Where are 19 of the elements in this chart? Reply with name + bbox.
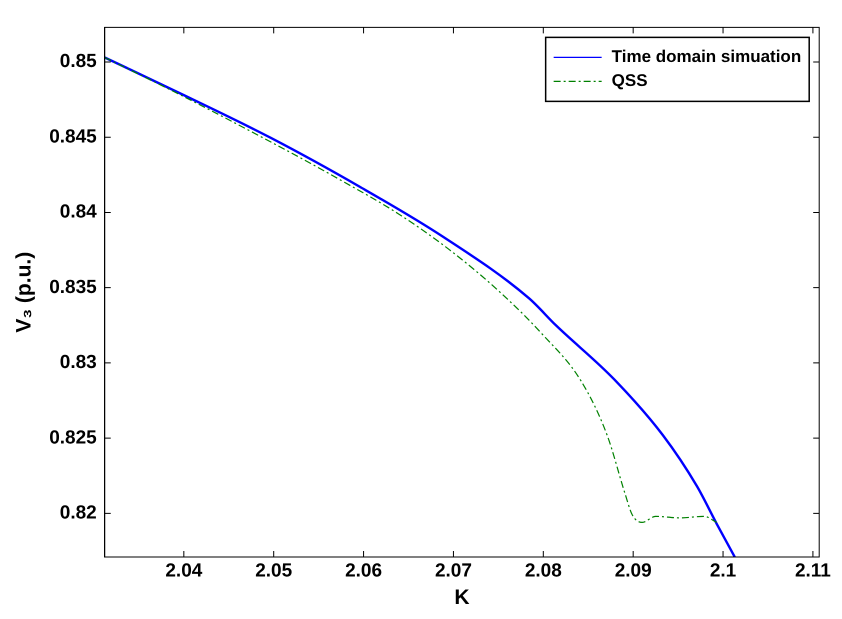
x-tick-label: 2.05 (255, 560, 293, 582)
y-tick-label: 0.83 (60, 352, 97, 374)
legend-label: Time domain simuation (612, 47, 802, 66)
y-tick-label: 0.85 (60, 51, 98, 72)
x-tick-label: 2.08 (524, 560, 562, 582)
x-tick-label: 2.07 (434, 560, 472, 582)
x-tick-label: 2.04 (165, 560, 203, 582)
legend-label: QSS (612, 71, 648, 90)
y-tick-label: 0.835 (49, 276, 98, 298)
x-axis-title: K (454, 586, 470, 610)
x-tick-label: 2.09 (614, 560, 652, 582)
y-tick-label: 0.84 (60, 202, 98, 223)
x-tick-label: 2.1 (710, 560, 737, 582)
y-axis-title: V₃ (p.u.) (12, 252, 36, 333)
x-tick-label: 2.11 (794, 560, 832, 582)
y-tick-label: 0.82 (60, 502, 97, 524)
y-tick-label: 0.845 (49, 126, 98, 148)
y-tick-label: 0.825 (49, 427, 98, 448)
x-tick-label: 2.06 (345, 560, 382, 582)
